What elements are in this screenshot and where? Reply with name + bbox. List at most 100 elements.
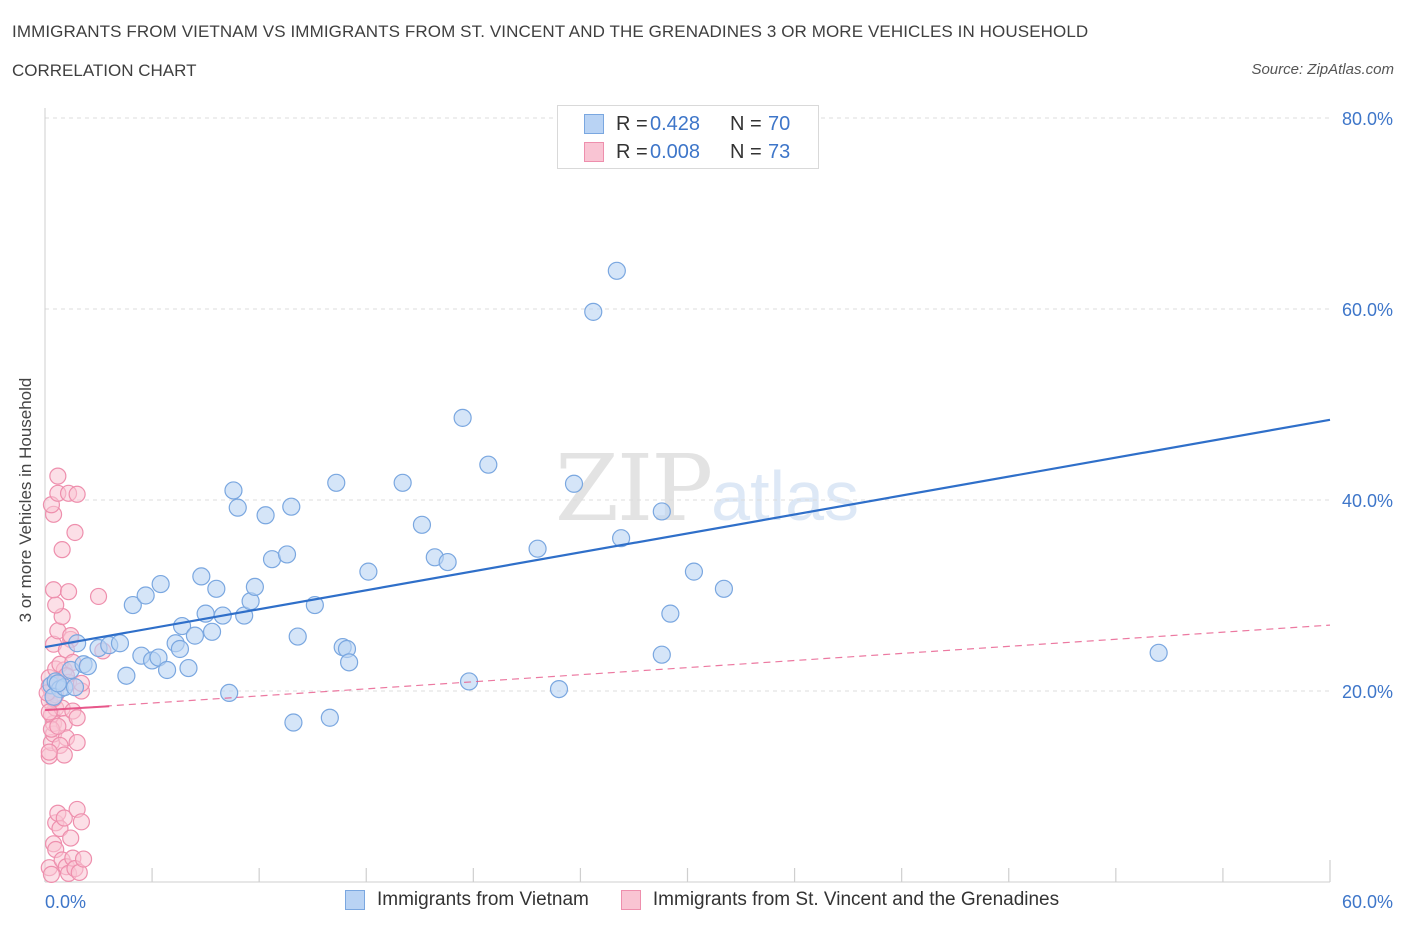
trendline-vietnam <box>44 418 1331 649</box>
x-tick-label: 0.0% <box>45 892 86 912</box>
point-vietnam <box>549 679 569 699</box>
point-st-vincent <box>89 587 108 606</box>
y-axis-title: 3 or more Vehicles in Household <box>16 377 35 623</box>
point-vietnam <box>584 302 603 321</box>
point-vietnam <box>123 595 142 615</box>
point-vietnam <box>202 622 222 641</box>
point-vietnam <box>327 473 346 492</box>
watermark-atlas: atlas <box>711 457 860 535</box>
point-vietnam <box>288 627 307 646</box>
point-vietnam <box>277 545 297 564</box>
point-vietnam <box>136 586 155 605</box>
legend-n-value: 73 <box>768 140 791 163</box>
series-legend-item-vietnam[interactable]: Immigrants from Vietnam <box>345 889 589 911</box>
point-vietnam <box>179 658 198 678</box>
point-vietnam <box>479 455 498 474</box>
point-vietnam <box>393 473 412 492</box>
y-axis-title-wrap: 3 or more Vehicles in Household <box>6 120 46 880</box>
legend-row-st-vincent: R = 0.008 N = 73 <box>584 139 790 165</box>
point-st-vincent <box>68 485 86 503</box>
series-legend-swatch-st-vincent <box>620 890 641 910</box>
point-vietnam <box>157 660 177 680</box>
point-st-vincent <box>53 541 71 559</box>
legend-r-label: R = <box>616 112 648 135</box>
point-vietnam <box>453 408 472 427</box>
point-vietnam <box>340 653 359 672</box>
point-vietnam <box>459 672 479 691</box>
legend-n-label: N = <box>730 112 762 135</box>
point-vietnam <box>438 552 457 572</box>
point-vietnam <box>284 713 303 732</box>
y-tick-label: 40.0% <box>1342 491 1393 511</box>
point-st-vincent <box>44 581 63 599</box>
point-vietnam <box>320 708 339 727</box>
point-vietnam <box>262 550 282 569</box>
point-vietnam <box>151 574 170 594</box>
y-tick-label: 20.0% <box>1342 682 1393 702</box>
chart-subtitle: CORRELATION CHART <box>12 61 197 80</box>
grid-layer <box>45 117 1330 692</box>
legend-n-label: N = <box>730 140 762 163</box>
point-st-vincent <box>47 596 65 614</box>
legend-swatch-vietnam <box>584 114 604 134</box>
point-vietnam <box>110 634 130 653</box>
point-vietnam <box>78 657 97 676</box>
point-st-vincent <box>49 467 67 485</box>
point-st-vincent <box>66 523 84 542</box>
series-legend-label-vietnam: Immigrants from Vietnam <box>377 889 589 910</box>
point-vietnam <box>564 474 584 493</box>
correlation-legend: R = 0.428 N = 70 R = 0.008 N = 73 <box>557 105 819 169</box>
point-vietnam <box>412 515 432 534</box>
legend-row-vietnam: R = 0.428 N = 70 <box>584 111 790 137</box>
series-legend-label-st-vincent: Immigrants from St. Vincent and the Gren… <box>652 889 1060 910</box>
trendline-st-vincent-solid <box>44 705 110 712</box>
legend-r-value: 0.428 <box>650 112 701 135</box>
point-vietnam <box>528 539 547 558</box>
point-st-vincent <box>62 829 80 847</box>
point-vietnam <box>684 562 704 581</box>
point-vietnam <box>207 579 226 598</box>
point-st-vincent <box>40 743 58 761</box>
point-vietnam <box>170 639 190 659</box>
point-vietnam <box>661 604 680 623</box>
point-vietnam <box>220 683 239 703</box>
trendline-st-vincent-dashed <box>44 624 1331 711</box>
point-st-vincent <box>68 709 86 727</box>
point-vietnam <box>224 481 243 500</box>
point-st-vincent <box>55 809 73 827</box>
point-st-vincent <box>49 717 67 735</box>
trend-layer-top <box>44 418 1331 712</box>
series-legend-item-st-vincent[interactable]: Immigrants from St. Vincent and the Gren… <box>620 889 1060 911</box>
legend-r-label: R = <box>616 140 648 163</box>
legend-n-value: 70 <box>768 112 791 135</box>
point-vietnam <box>149 648 168 667</box>
point-st-vincent <box>55 746 73 764</box>
y-tick-label: 60.0% <box>1342 300 1393 320</box>
legend-swatch-st-vincent <box>584 142 604 162</box>
point-vietnam <box>228 498 247 517</box>
point-vietnam <box>245 577 264 597</box>
point-vietnam <box>192 567 211 586</box>
point-st-vincent <box>74 850 93 868</box>
point-vietnam <box>117 666 136 685</box>
point-vietnam <box>359 562 378 581</box>
source-label: Source: ZipAtlas.com <box>1251 61 1394 78</box>
point-vietnam <box>652 645 671 664</box>
series-legend-swatch-vietnam <box>345 890 365 910</box>
point-vietnam <box>1149 643 1168 662</box>
point-vietnam <box>185 626 205 645</box>
point-st-vincent <box>42 865 61 883</box>
point-st-vincent <box>72 813 91 831</box>
tick-label-layer: 20.0% 40.0% 60.0% 80.0% 0.0% 60.0% <box>45 109 1393 912</box>
series-vietnam-points <box>42 261 1168 732</box>
x-tick-label: 60.0% <box>1342 892 1393 912</box>
point-vietnam <box>282 497 301 516</box>
point-st-vincent <box>59 583 78 601</box>
point-vietnam <box>714 579 734 598</box>
point-vietnam <box>607 261 626 280</box>
point-vietnam <box>48 674 67 693</box>
chart-title: IMMIGRANTS FROM VIETNAM VS IMMIGRANTS FR… <box>12 22 1089 41</box>
point-vietnam <box>612 529 631 548</box>
point-vietnam <box>256 506 275 525</box>
